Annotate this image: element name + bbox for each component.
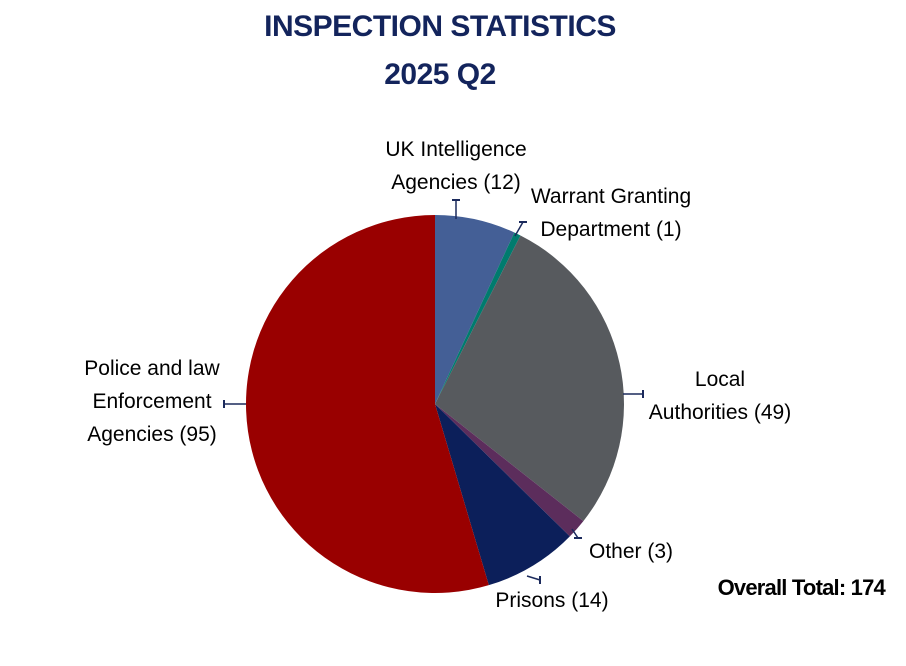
leader-line-warrant-granting-department	[514, 221, 524, 237]
pie-slice-local-authorities	[435, 235, 624, 522]
slice-label-line: UK Intelligence	[385, 138, 526, 161]
slice-label-uk-intelligence-agencies: UK Intelligence Agencies (12)	[385, 138, 526, 194]
pie-slice-other	[435, 404, 584, 537]
overall-total: Overall Total: 174	[717, 575, 886, 600]
slice-label-local-authorities: Local Authorities (49)	[649, 368, 791, 424]
slice-label-line: Agencies (12)	[391, 171, 521, 194]
slice-label-warrant-granting-department: Warrant Granting Department (1)	[531, 185, 691, 241]
slice-label-line: Warrant Granting	[531, 185, 691, 208]
leader-line-other	[571, 528, 579, 539]
slice-label-line: Local	[695, 368, 745, 391]
slice-label-other: Other (3)	[589, 540, 673, 563]
pie-slice-uk-intelligence-agencies	[435, 215, 515, 404]
leader-line-prisons	[526, 575, 541, 581]
chart-title: INSPECTION STATISTICS	[264, 10, 616, 43]
slice-label-police-and-law-enforcement-agencies: Police and law Enforcement Agencies (95)	[84, 357, 220, 446]
slice-label-line: Police and law	[84, 357, 220, 380]
slice-label-line: Agencies (95)	[87, 423, 217, 446]
chart-subtitle: 2025 Q2	[384, 58, 496, 91]
pie-slice-prisons	[435, 404, 570, 586]
slice-label-line: Prisons (14)	[495, 589, 608, 612]
slice-label-line: Department (1)	[540, 218, 681, 241]
pie-slice-warrant-granting-department	[435, 232, 521, 404]
pie-slice-police-and-law-enforcement-agencies	[246, 215, 489, 593]
slice-label-line: Other (3)	[589, 540, 673, 563]
slice-label-line: Authorities (49)	[649, 401, 791, 424]
slice-label-prisons: Prisons (14)	[495, 589, 608, 612]
slice-label-line: Enforcement	[92, 390, 211, 413]
